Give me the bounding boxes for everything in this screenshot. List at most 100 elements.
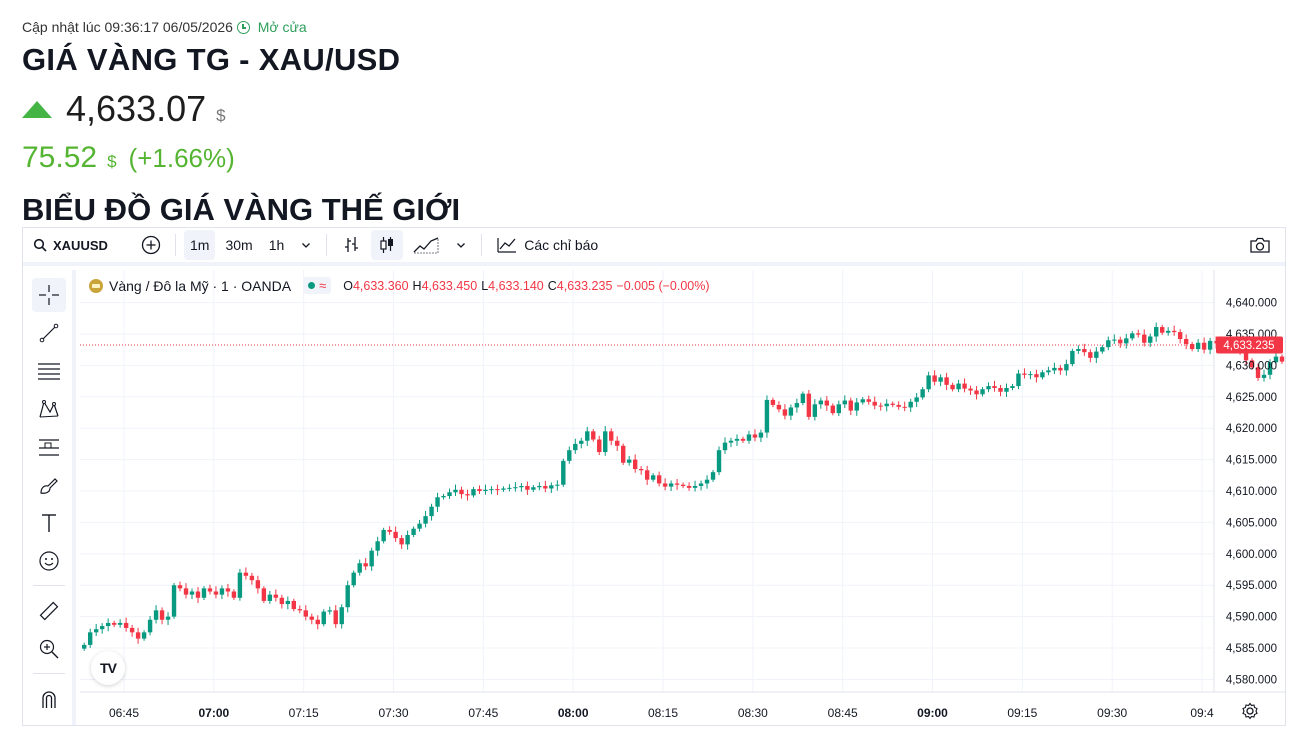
low-value: 4,633.140 (488, 278, 544, 293)
magnet-tool[interactable] (32, 682, 66, 716)
candle-body (141, 632, 147, 639)
high-value: 4,633.450 (421, 278, 478, 293)
time-tick-label: 06:45 (109, 706, 139, 720)
candle-body (243, 572, 249, 576)
candle-body (830, 405, 836, 414)
candle-body (1195, 342, 1201, 350)
candle-body (1022, 373, 1027, 375)
candle-body (710, 472, 716, 480)
candle-body (231, 591, 237, 598)
gold-coin-icon (89, 278, 103, 293)
forecasting-tool[interactable] (32, 430, 66, 464)
time-tick-label: 08:30 (738, 706, 768, 720)
indicators-label: Các chỉ báo (524, 237, 599, 253)
candle-body (896, 404, 901, 407)
candle-body (237, 572, 243, 598)
compare-symbol-button[interactable] (135, 230, 167, 260)
chart-widget: XAUUSD 1m 30m 1h Các chỉ báo (22, 227, 1286, 726)
candle-body (776, 404, 782, 410)
interval-1m[interactable]: 1m (184, 230, 216, 260)
candle-body (1130, 333, 1135, 339)
candle-body (908, 401, 913, 408)
tools-divider (33, 585, 65, 586)
bar-chart-type-button[interactable] (335, 230, 367, 260)
candles-chart-type-button[interactable] (371, 230, 404, 260)
page-title: GIÁ VÀNG TG - XAU/USD (22, 42, 401, 77)
market-status: Mở cửa (257, 19, 307, 35)
candle-body (285, 600, 291, 605)
candle-body (962, 383, 967, 389)
indicators-button[interactable]: Các chỉ báo (490, 230, 604, 260)
emoji-tool[interactable] (32, 544, 66, 578)
trend-line-icon (39, 323, 59, 343)
candle-body (87, 632, 93, 645)
chart-grid (80, 270, 1214, 692)
candle-body (123, 622, 129, 628)
candle-body (1034, 374, 1039, 378)
camera-icon (1250, 237, 1270, 253)
chevron-down-icon (457, 243, 466, 248)
candle-body (1177, 332, 1183, 339)
last-price-tag: 4,633.235 (1216, 336, 1283, 354)
fib-retracement-tool[interactable] (32, 354, 66, 388)
candle-body (692, 485, 698, 488)
clock-icon (236, 21, 250, 34)
candle-body (920, 389, 925, 398)
candle-body (1267, 362, 1273, 375)
ohlc-bars-icon (345, 237, 359, 252)
candle-body (111, 622, 117, 625)
zoom-in-tool[interactable] (32, 632, 66, 666)
text-tool[interactable] (32, 506, 66, 540)
candle-body (818, 400, 824, 405)
interval-dropdown[interactable] (294, 230, 318, 260)
brush-tool[interactable] (32, 468, 66, 502)
time-tick-label: 09:00 (917, 706, 948, 720)
price-tick-label: 4,640.000 (1226, 298, 1277, 310)
candle-body (363, 563, 368, 567)
market-status-badge[interactable]: ≈ (303, 277, 332, 294)
candle-body (806, 393, 812, 417)
symbol-search[interactable]: XAUUSD (23, 238, 133, 253)
gear-icon[interactable] (1241, 702, 1259, 720)
screenshot-button[interactable] (1243, 230, 1277, 260)
candle-body (399, 538, 404, 545)
candle-body (1064, 364, 1069, 371)
candle-body (644, 470, 650, 480)
price-chart[interactable]: 4,580.000 4,585.000 4,590.000 4,595.000 4,60… (23, 228, 1285, 725)
candle-body (153, 610, 159, 620)
candle-body (680, 484, 686, 486)
candle-body (986, 386, 991, 390)
candle-body (638, 469, 644, 471)
interval-1h[interactable]: 1h (268, 237, 285, 253)
candle-body (1136, 333, 1141, 335)
candles-icon (380, 237, 394, 253)
chart-toolbar: XAUUSD 1m 30m 1h Các chỉ báo (23, 228, 1285, 266)
candle-body (1183, 338, 1189, 345)
time-axis: 06:45 07:00 07:15 07:30 07:45 08:00 08:15 08:30… (109, 706, 1214, 720)
magnet-icon (42, 691, 56, 708)
candle-body (357, 563, 362, 573)
time-tick-label: 07:30 (378, 706, 408, 720)
price-change-percent: (+1.66%) (128, 143, 235, 173)
chart-type-dropdown[interactable] (449, 230, 473, 260)
candle-body (531, 487, 536, 490)
interval-30m[interactable]: 30m (225, 237, 253, 253)
crosshair-tool[interactable] (32, 278, 66, 312)
candle-body (1052, 367, 1057, 371)
tradingview-logo-icon[interactable]: TV (91, 651, 125, 685)
brush-icon (40, 478, 58, 494)
measure-tool[interactable] (32, 594, 66, 628)
candle-body (1249, 360, 1255, 368)
area-chart-type-button[interactable] (407, 230, 445, 260)
candle-body (177, 585, 183, 589)
candle-body (453, 489, 458, 493)
candle-body (303, 610, 308, 617)
close-value: 4,633.235 (556, 278, 613, 293)
candle-body (854, 402, 859, 411)
trend-line-tool[interactable] (32, 316, 66, 350)
time-tick-label: 08:00 (558, 706, 589, 720)
candle-body (1070, 350, 1075, 365)
pattern-tool[interactable] (32, 392, 66, 426)
candle-body (501, 488, 506, 490)
candle-body (1016, 373, 1021, 387)
